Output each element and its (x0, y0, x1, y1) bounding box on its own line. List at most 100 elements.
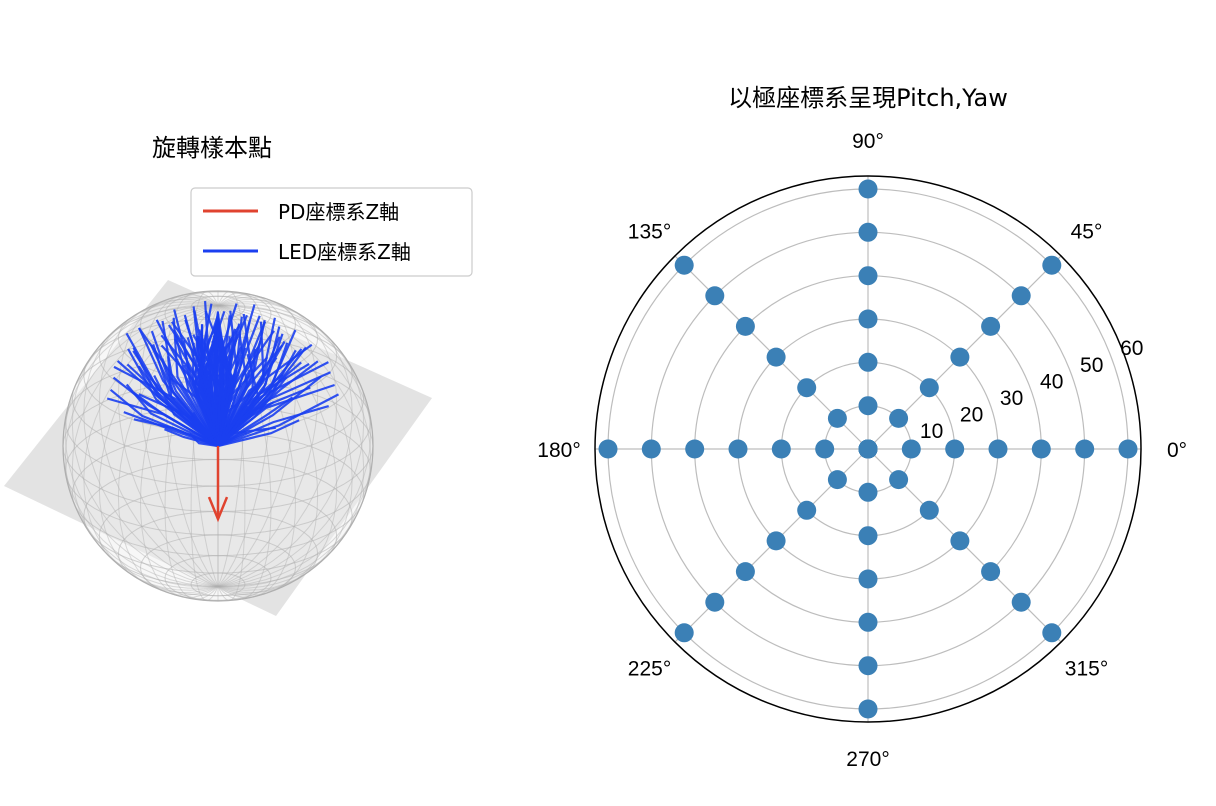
polar-scatter-point (1118, 439, 1138, 459)
polar-r-tick-label: 30 (1000, 387, 1023, 410)
polar-r-tick-label: 40 (1040, 370, 1063, 393)
polar-scatter-point (858, 526, 878, 546)
sphere-longitude-line (217, 304, 372, 587)
polar-scatter-point (950, 531, 970, 551)
led-z-axis-line (217, 405, 330, 448)
polar-theta-tick-label: 135° (628, 221, 671, 244)
polar-scatter-point (858, 439, 878, 459)
led-z-axis-line (153, 374, 219, 447)
polar-scatter-point (766, 531, 786, 551)
polar-theta-tick-label: 180° (537, 439, 580, 462)
pd-arrow-head (207, 496, 229, 523)
polar-scatter-point (981, 316, 1001, 336)
polar-theta-tick-label: 315° (1065, 658, 1108, 681)
polar-scatter-point (735, 316, 755, 336)
polar-scatter-point (815, 439, 835, 459)
sphere-longitude-line (62, 305, 219, 587)
polar-scatter-point (735, 562, 755, 582)
polar-scatter-point (1075, 439, 1095, 459)
led-z-axis-line (209, 432, 219, 447)
polar-scatter-point (674, 255, 694, 275)
sphere-latitude-line (71, 431, 365, 557)
polar-scatter-point (858, 309, 878, 329)
sphere-latitude-line (98, 304, 338, 407)
polar-scatter-point (950, 347, 970, 367)
legend-box (190, 187, 473, 277)
left-3d-plot: 旋轉樣本點 PD座標系Z軸 LED座標系Z軸 (4, 134, 473, 616)
polar-scatter-point (1031, 439, 1051, 459)
polar-scatter-point (981, 562, 1001, 582)
sphere-latitude-line (83, 458, 353, 574)
polar-scatter-point (919, 378, 939, 398)
sphere-longitude-line (83, 301, 219, 587)
polar-scatter-point (858, 179, 878, 199)
polar-scatter-point (1042, 255, 1062, 275)
led-z-axis-line (217, 431, 247, 447)
led-z-axis-line (217, 383, 335, 447)
polar-scatter-point (797, 500, 817, 520)
polar-theta-tick-label: 225° (628, 658, 671, 681)
led-z-axis-line (216, 385, 243, 447)
sphere-longitude-line (98, 298, 219, 587)
polar-theta-tick-label: 90° (852, 130, 884, 153)
led-z-axis-line (164, 428, 219, 448)
led-z-axis-line (132, 391, 219, 447)
led-z-axis-line (217, 419, 300, 448)
led-z-axis-line (217, 405, 249, 447)
left-chart-title: 旋轉樣本點 (152, 134, 272, 162)
led-z-axis-line (189, 432, 219, 448)
polar-theta-tick-label: 0° (1167, 439, 1187, 462)
polar-scatter-point (827, 470, 847, 490)
led-z-axis-line (196, 342, 220, 447)
sphere-longitude-line (217, 303, 365, 587)
led-z-axis-line (133, 418, 219, 448)
led-z-axis-lines (106, 301, 340, 448)
polar-scatter-point (827, 408, 847, 428)
polar-scatter-point (889, 408, 909, 428)
legend: PD座標系Z軸 LED座標系Z軸 (190, 187, 473, 277)
polar-scatter-point (889, 470, 909, 490)
led-z-axis-line (217, 360, 319, 447)
polar-scatter-point (705, 592, 725, 612)
sphere-longitude-line (217, 298, 338, 587)
legend-label-pd: PD座標系Z軸 (278, 200, 399, 224)
sphere-latitude-line (71, 335, 365, 461)
polar-r-tick-label: 50 (1080, 354, 1103, 377)
polar-scatter-point (598, 439, 618, 459)
polar-chart-title: 以極座標系呈現Pitch,Yaw (728, 84, 1008, 112)
polar-scatter-point (858, 396, 878, 416)
polar-scatter-point (771, 439, 791, 459)
led-z-axis-line (198, 339, 233, 447)
sphere-longitude-line (217, 294, 297, 587)
polar-scatter-point (858, 612, 878, 632)
sphere-latitude-line (139, 534, 297, 601)
sphere-latitude-line (117, 510, 319, 597)
sphere-latitude-line (164, 555, 272, 601)
sphere-longitude-line (217, 305, 374, 587)
polar-scatter-point (858, 699, 878, 719)
polar-scatter-point (988, 439, 1008, 459)
polar-scatter-point (1042, 623, 1062, 643)
polar-scatter-point (858, 482, 878, 502)
sphere-latitude-line (190, 295, 246, 320)
polar-theta-tick-label: 45° (1071, 221, 1103, 244)
polar-scatter-point (858, 222, 878, 242)
legend-label-led: LED座標系Z軸 (278, 240, 411, 264)
sphere-latitude-line (164, 291, 272, 337)
polar-scatter-point (1011, 592, 1031, 612)
polar-scatter-point (705, 286, 725, 306)
polar-scatter-point (1011, 286, 1031, 306)
led-z-axis-line (217, 408, 230, 447)
polar-scatter-point (858, 352, 878, 372)
sphere-longitude-line (217, 305, 353, 591)
pd-z-axis-arrow (207, 446, 229, 523)
sphere-longitude-line (139, 294, 219, 587)
sphere-longitude-line (98, 305, 219, 594)
polar-scatter-point (858, 266, 878, 286)
sphere-longitude-line (64, 304, 219, 587)
polar-scatter-point (797, 378, 817, 398)
sphere-latitude-line (62, 379, 374, 513)
polar-scatter-point (685, 439, 705, 459)
polar-scatter-point (766, 347, 786, 367)
